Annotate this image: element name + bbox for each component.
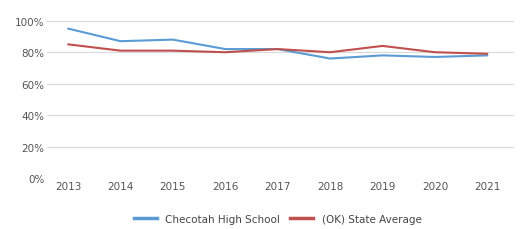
(OK) State Average	[484, 53, 490, 56]
Checotah High School	[379, 55, 386, 57]
Checotah High School	[65, 28, 71, 31]
Line: (OK) State Average: (OK) State Average	[68, 45, 487, 55]
Checotah High School	[484, 55, 490, 57]
Checotah High School	[222, 49, 228, 51]
(OK) State Average	[275, 49, 281, 51]
Checotah High School	[170, 39, 176, 42]
Checotah High School	[327, 58, 333, 61]
Checotah High School	[432, 56, 438, 59]
Line: Checotah High School: Checotah High School	[68, 30, 487, 59]
Checotah High School	[275, 49, 281, 51]
Legend: Checotah High School, (OK) State Average: Checotah High School, (OK) State Average	[134, 214, 421, 224]
Checotah High School	[117, 41, 124, 43]
(OK) State Average	[65, 44, 71, 46]
(OK) State Average	[117, 50, 124, 53]
(OK) State Average	[432, 52, 438, 54]
(OK) State Average	[222, 52, 228, 54]
(OK) State Average	[170, 50, 176, 53]
(OK) State Average	[379, 45, 386, 48]
(OK) State Average	[327, 52, 333, 54]
